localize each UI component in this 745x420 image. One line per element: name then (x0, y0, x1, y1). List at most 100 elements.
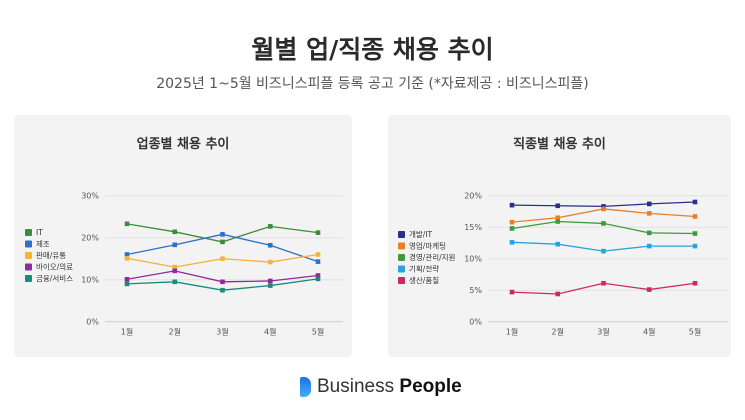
data-point (315, 252, 321, 257)
data-point (692, 199, 698, 205)
legend-swatch (398, 277, 405, 284)
brand-bold: People (399, 376, 462, 397)
data-point (267, 224, 273, 229)
x-tick-label: 3월 (597, 327, 609, 337)
legend-label: 기획/전략 (409, 264, 439, 274)
legend-label: IT (36, 228, 43, 237)
legend-swatch (25, 229, 32, 236)
legend-swatch (25, 240, 32, 248)
legend-swatch (25, 275, 32, 282)
logo-icon (300, 377, 311, 397)
industry-line-chart: 0% 10% 20% 30% 1월 2월 3월 4월 5월 IT 제조판매/유통바이오/의료금융/서… (25, 192, 343, 337)
chart-title: 직종별 채용 추이 (513, 137, 606, 152)
legend-label: 경영/관리/지원 (409, 252, 456, 262)
data-point (555, 291, 561, 297)
data-point (509, 226, 515, 231)
legend-swatch (25, 263, 32, 271)
x-tick-label: 1월 (121, 327, 133, 337)
y-tick-label: 5% (469, 286, 482, 295)
legend-label: 제조 (36, 240, 50, 249)
legend-swatch (398, 242, 405, 250)
x-tick-label: 5월 (689, 327, 701, 337)
data-point (267, 259, 273, 265)
legend-swatch (25, 252, 32, 259)
legend-swatch (398, 254, 405, 261)
data-point (555, 241, 561, 247)
data-point (172, 229, 178, 235)
data-point (220, 256, 225, 261)
y-tick-label: 10% (464, 255, 482, 264)
data-point (124, 276, 130, 282)
y-tick-label: 0% (86, 318, 99, 327)
x-tick-label: 2월 (552, 327, 564, 337)
legend-label: 판매/유통 (36, 251, 66, 260)
legend-label: 금융/서비스 (36, 274, 73, 283)
data-point (601, 206, 606, 212)
x-tick-label: 5월 (312, 327, 324, 337)
y-tick-label: 20% (464, 192, 482, 201)
data-point (646, 201, 652, 207)
data-point (646, 243, 652, 249)
data-point (692, 280, 698, 286)
x-tick-label: 1월 (506, 327, 518, 337)
data-point (267, 283, 273, 288)
data-point (601, 280, 606, 286)
job-line-chart: 0% 5% 10% 15% 20% 1월 2월 3월 4월 5월 개발/IT 영업/마케팅경영/관리/… (398, 192, 728, 337)
data-point (692, 214, 698, 219)
data-point (172, 264, 178, 270)
data-point (509, 289, 515, 295)
data-point (315, 276, 321, 282)
legend-label: 영업/마케팅 (409, 241, 446, 251)
data-point (509, 219, 515, 225)
data-point (172, 268, 178, 274)
data-point (315, 230, 321, 235)
data-point (601, 248, 606, 254)
data-point (692, 243, 698, 249)
data-point (509, 202, 515, 208)
data-point (509, 240, 515, 245)
data-point (220, 287, 225, 293)
data-point (315, 259, 321, 264)
data-point (646, 211, 652, 216)
data-point (601, 221, 606, 226)
x-tick-label: 4월 (264, 327, 276, 337)
y-tick-label: 30% (81, 192, 99, 201)
page-subtitle: 2025년 1~5월 비즈니스피플 등록 공고 기준 (*자료제공 : 비즈니스… (156, 76, 589, 92)
data-point (267, 278, 273, 284)
legend-swatch (398, 231, 405, 238)
data-point (601, 204, 606, 209)
data-point (267, 242, 273, 248)
page-title: 월별 업/직종 채용 추이 (251, 35, 494, 64)
x-tick-label: 2월 (169, 327, 181, 337)
data-point (124, 255, 130, 261)
x-tick-label: 3월 (216, 327, 228, 337)
legend-label: 생산/품질 (409, 275, 439, 285)
legend-label: 개발/IT (409, 229, 433, 239)
data-point (124, 281, 130, 287)
data-point (315, 273, 321, 278)
data-point (555, 219, 561, 224)
data-point (646, 287, 652, 292)
data-point (555, 203, 561, 209)
data-point (646, 230, 652, 236)
legend-label: 바이오/의료 (36, 262, 73, 272)
y-tick-label: 10% (81, 276, 99, 285)
data-point (172, 279, 178, 285)
data-point (220, 239, 225, 245)
data-point (555, 215, 561, 221)
x-tick-label: 4월 (643, 327, 655, 337)
data-point (124, 221, 130, 227)
job-chart-panel: 직종별 채용 추이 0% 5% 10% 15% 20% 1월 2월 3월 4월 5월 개발/IT 영업… (388, 115, 731, 357)
brand-light: Business (317, 376, 395, 397)
data-point (220, 279, 225, 285)
legend-swatch (398, 265, 405, 273)
data-point (172, 242, 178, 248)
y-tick-label: 20% (81, 234, 99, 243)
y-tick-label: 0% (469, 318, 482, 327)
data-point (692, 231, 698, 236)
y-tick-label: 15% (464, 223, 482, 232)
data-point (220, 232, 225, 237)
chart-title: 업종별 채용 추이 (136, 137, 230, 152)
business-people-logo: Business People (300, 376, 462, 398)
